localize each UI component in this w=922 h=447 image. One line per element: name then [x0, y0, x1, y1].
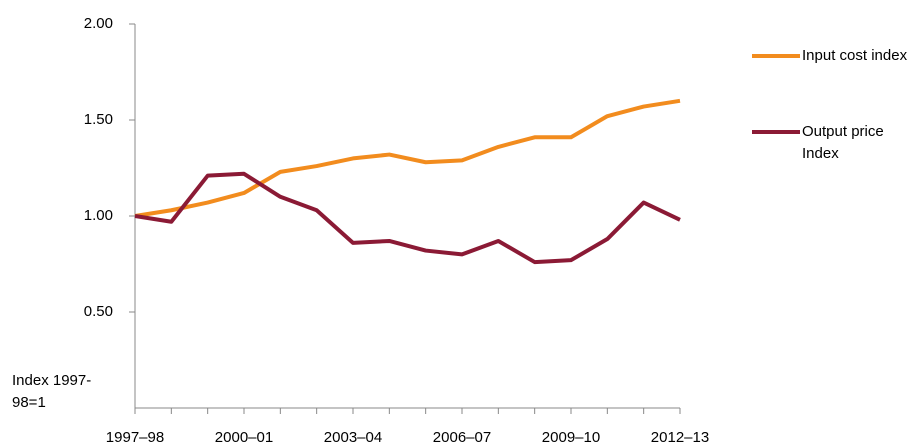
series-line — [134, 98, 681, 218]
y-tick-label: 1.00 — [84, 207, 113, 224]
x-tick-label: 2000–01 — [215, 429, 273, 446]
legend-label: Output price Index — [802, 123, 884, 162]
x-tick-label: 1997–98 — [106, 429, 164, 446]
y-tick-label: 1.50 — [84, 111, 113, 128]
series-line — [134, 171, 681, 265]
x-tick-label: 2006–07 — [433, 429, 491, 446]
legend-label: Input cost index — [802, 47, 908, 64]
x-tick-label: 2009–10 — [542, 429, 600, 446]
y-tick-label: 0.50 — [84, 303, 113, 320]
x-tick-label: 2003–04 — [324, 429, 382, 446]
x-tick-label: 2012–13 — [651, 429, 709, 446]
y-axis-label: Index 1997-98=1 — [12, 372, 92, 411]
y-tick-label: 2.00 — [84, 15, 113, 32]
